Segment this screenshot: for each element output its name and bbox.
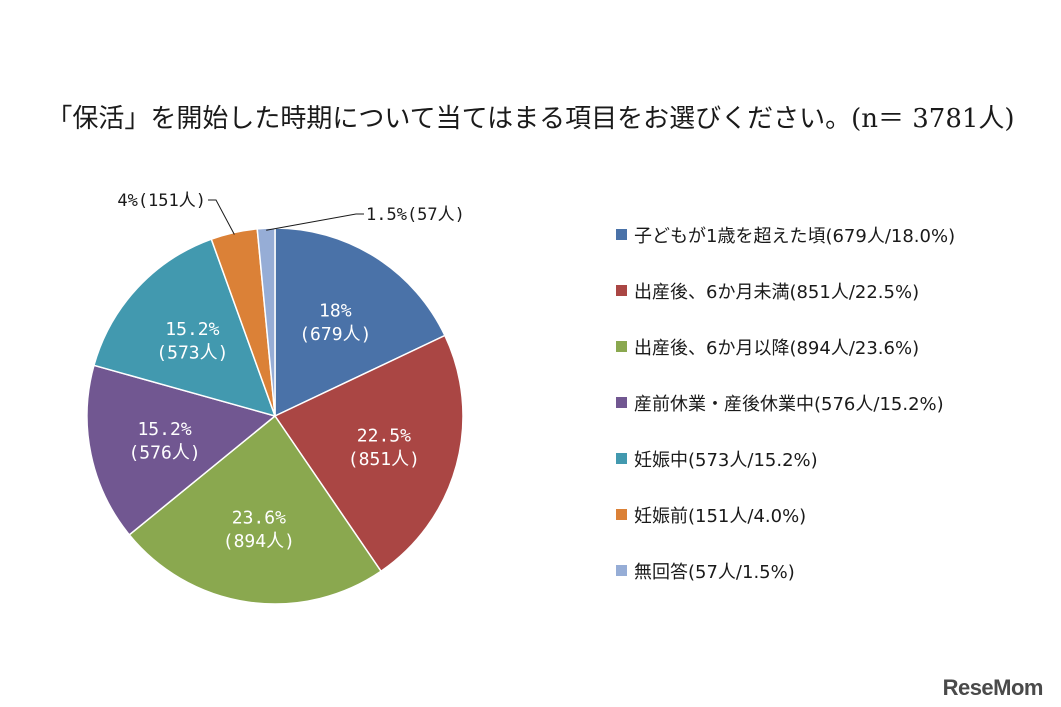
chart-title: 「保活」を開始した時期について当てはまる項目をお選びください。(n＝ 3781人… xyxy=(46,104,1015,134)
legend-item: 無回答(57人/1.5%) xyxy=(616,558,955,614)
callout-lines xyxy=(208,199,364,235)
slice-label: 15.2% (576人) xyxy=(128,419,200,463)
watermark-logo: ReseMom xyxy=(942,675,1044,700)
pie-slice xyxy=(128,414,383,605)
pie-slice xyxy=(93,238,277,418)
pie-slice xyxy=(86,364,277,536)
pie-slice xyxy=(273,334,464,573)
slice-labels: 18% (679人) 22.5% (851人) 23.6% (894人) 15.2% (576… xyxy=(117,191,465,552)
callout-label: 1.5%(57人) xyxy=(366,205,465,225)
legend-label: 産前休業・産後休業中(576人/15.2%) xyxy=(634,394,944,415)
slice-label: 15.2% (573人) xyxy=(156,319,228,363)
legend-swatch xyxy=(616,285,627,296)
legend-item: 妊娠中(573人/15.2%) xyxy=(616,446,955,502)
pie-slice xyxy=(256,227,276,417)
legend: 子どもが1歳を超えた頃(679人/18.0%) 出産後、6か月未満(851人/22… xyxy=(616,222,955,614)
legend-item: 出産後、6か月以降(894人/23.6%) xyxy=(616,334,955,390)
legend-swatch xyxy=(616,453,627,464)
legend-label: 出産後、6か月未満(851人/22.5%) xyxy=(634,282,920,303)
pie-slice xyxy=(274,227,446,418)
callout-label: 4%(151人) xyxy=(117,191,206,211)
legend-swatch xyxy=(616,397,627,408)
slice-label: 22.5% (851人) xyxy=(348,426,420,470)
legend-swatch xyxy=(616,565,627,576)
slice-label: 23.6% (894人) xyxy=(223,508,295,552)
legend-item: 産前休業・産後休業中(576人/15.2%) xyxy=(616,390,955,446)
slice-label: 18% (679人) xyxy=(299,301,371,345)
legend-label: 妊娠中(573人/15.2%) xyxy=(634,450,818,471)
legend-swatch xyxy=(616,229,627,240)
pie-slices xyxy=(86,227,464,605)
legend-label: 無回答(57人/1.5%) xyxy=(634,562,795,583)
callout-line xyxy=(208,199,235,235)
legend-swatch xyxy=(616,509,627,520)
legend-item: 妊娠前(151人/4.0%) xyxy=(616,502,955,558)
legend-item: 子どもが1歳を超えた頃(679人/18.0%) xyxy=(616,222,955,278)
callout-line xyxy=(266,213,364,231)
legend-label: 子どもが1歳を超えた頃(679人/18.0%) xyxy=(634,226,956,247)
legend-label: 出産後、6か月以降(894人/23.6%) xyxy=(634,338,920,359)
pie-chart: 18% (679人) 22.5% (851人) 23.6% (894人) 15.2% (576… xyxy=(86,191,465,605)
legend-swatch xyxy=(616,341,627,352)
legend-item: 出産後、6か月未満(851人/22.5%) xyxy=(616,278,955,334)
legend-label: 妊娠前(151人/4.0%) xyxy=(634,506,807,527)
